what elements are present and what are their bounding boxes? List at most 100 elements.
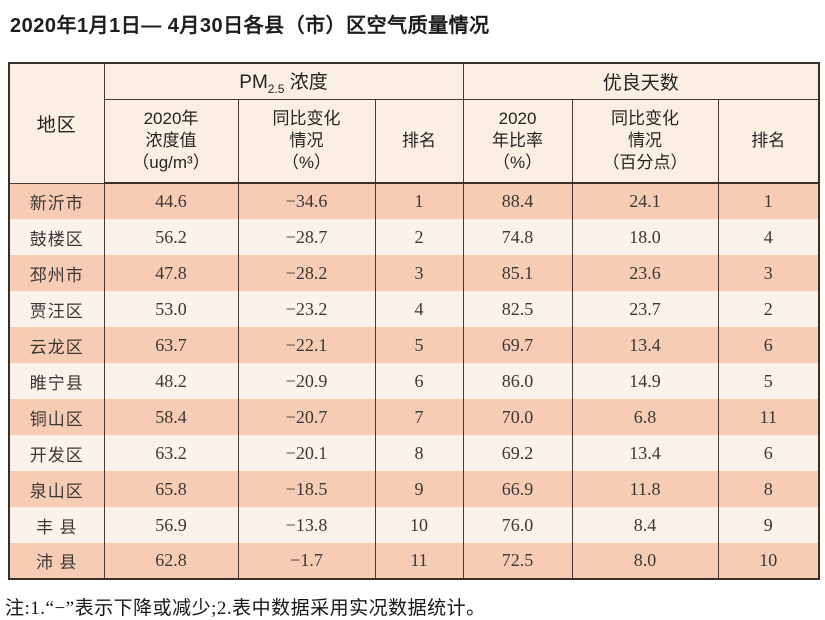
value-cell: −34.6 [237,183,376,219]
pm-label-rest: 浓度 [284,71,328,93]
value-cell: 53.0 [103,291,239,327]
value-cell: 1 [717,183,820,219]
value-cell: 62.8 [103,543,239,579]
group-header-row: 地区 PM2.5 浓度 优良天数 [8,63,820,184]
value-cell: 7 [374,399,464,435]
value-cell: 8.4 [571,507,719,543]
region-cell: 鼓楼区 [8,219,105,255]
value-cell: 56.9 [103,507,239,543]
region-cell: 新沂市 [8,183,105,219]
air-quality-table: 地区 PM2.5 浓度 优良天数 2020年 浓度值 （ug/m³） 同比变化 … [8,62,821,580]
value-cell: 86.0 [462,363,573,399]
col-header-good-rank: 排名 [717,99,820,184]
value-cell: −20.7 [237,399,376,435]
col-group-pm25: PM2.5 浓度 [103,63,464,100]
table-body: 新沂市 44.6 −34.6 1 88.4 24.1 1 鼓楼区 56.2 −28.7 2 74.8 1… [8,183,820,579]
value-cell: 10 [374,507,464,543]
value-cell: 1 [374,183,464,219]
value-cell: 6 [374,363,464,399]
value-cell: 10 [717,543,820,579]
region-cell: 铜山区 [8,399,105,435]
col-header-good-rate: 2020 年比率 （%） [462,99,573,184]
col-header-pm-rank: 排名 [374,99,464,184]
value-cell: 8 [717,471,820,507]
value-cell: −20.1 [237,435,376,471]
table-row: 贾汪区 53.0 −23.2 4 82.5 23.7 2 [8,291,820,327]
value-cell: 6 [717,327,820,363]
col-header-pm-change: 同比变化 情况 （%） [237,99,376,184]
value-cell: 11 [374,543,464,579]
value-cell: 4 [374,291,464,327]
value-cell: 18.0 [571,219,719,255]
value-cell: 5 [717,363,820,399]
region-cell: 云龙区 [8,327,105,363]
value-cell: 48.2 [103,363,239,399]
value-cell: 24.1 [571,183,719,219]
value-cell: 8.0 [571,543,719,579]
value-cell: 2 [374,219,464,255]
value-cell: 6.8 [571,399,719,435]
region-cell: 贾汪区 [8,291,105,327]
table-row: 鼓楼区 56.2 −28.7 2 74.8 18.0 4 [8,219,820,255]
value-cell: 9 [717,507,820,543]
value-cell: 13.4 [571,327,719,363]
table-row: 铜山区 58.4 −20.7 7 70.0 6.8 11 [8,399,820,435]
value-cell: 56.2 [103,219,239,255]
value-cell: −28.7 [237,219,376,255]
table-row: 泉山区 65.8 −18.5 9 66.9 11.8 8 [8,471,820,507]
value-cell: 76.0 [462,507,573,543]
col-header-good-change: 同比变化 情况 （百分点） [571,99,719,184]
value-cell: 4 [717,219,820,255]
value-cell: 14.9 [571,363,719,399]
table-row: 邳州市 47.8 −28.2 3 85.1 23.6 3 [8,255,820,291]
table-row: 沛 县 62.8 −1.7 11 72.5 8.0 10 [8,543,820,579]
region-cell: 沛 县 [8,543,105,579]
value-cell: 6 [717,435,820,471]
value-cell: 69.2 [462,435,573,471]
page: 2020年1月1日— 4月30日各县（市）区空气质量情况 地区 PM2.5 浓度… [0,9,825,620]
value-cell: 11 [717,399,820,435]
value-cell: 65.8 [103,471,239,507]
region-cell: 丰 县 [8,507,105,543]
value-cell: 2 [717,291,820,327]
value-cell: 88.4 [462,183,573,219]
value-cell: 66.9 [462,471,573,507]
region-cell: 泉山区 [8,471,105,507]
pm-subscript: 2.5 [267,81,285,96]
value-cell: 85.1 [462,255,573,291]
value-cell: −22.1 [237,327,376,363]
table-row: 睢宁县 48.2 −20.9 6 86.0 14.9 5 [8,363,820,399]
value-cell: 72.5 [462,543,573,579]
value-cell: −28.2 [237,255,376,291]
table-header: 地区 PM2.5 浓度 优良天数 2020年 浓度值 （ug/m³） 同比变化 … [8,63,820,184]
value-cell: −13.8 [237,507,376,543]
value-cell: −20.9 [237,363,376,399]
col-group-good-days: 优良天数 [462,63,820,100]
value-cell: 3 [717,255,820,291]
table-row: 开发区 63.2 −20.1 8 69.2 13.4 6 [8,435,820,471]
pm-label: PM [239,71,268,93]
sub-header-row: 2020年 浓度值 （ug/m³） 同比变化 情况 （%） 排名 2020 年比… [9,99,820,184]
region-cell: 睢宁县 [8,363,105,399]
value-cell: 3 [374,255,464,291]
value-cell: 82.5 [462,291,573,327]
col-header-region: 地区 [8,63,105,184]
value-cell: 44.6 [103,183,239,219]
value-cell: 69.7 [462,327,573,363]
value-cell: 23.6 [571,255,719,291]
table-row: 云龙区 63.7 −22.1 5 69.7 13.4 6 [8,327,820,363]
value-cell: −18.5 [237,471,376,507]
value-cell: 63.7 [103,327,239,363]
value-cell: 74.8 [462,219,573,255]
region-cell: 开发区 [8,435,105,471]
value-cell: 23.7 [571,291,719,327]
table-row: 丰 县 56.9 −13.8 10 76.0 8.4 9 [8,507,820,543]
value-cell: 63.2 [103,435,239,471]
value-cell: 11.8 [571,471,719,507]
page-title: 2020年1月1日— 4月30日各县（市）区空气质量情况 [10,15,490,37]
value-cell: −1.7 [237,543,376,579]
value-cell: 9 [374,471,464,507]
footnote: 注:1.“−”表示下降或减少;2.表中数据采用实况数据统计。 [5,598,486,619]
value-cell: 8 [374,435,464,471]
region-cell: 邳州市 [8,255,105,291]
